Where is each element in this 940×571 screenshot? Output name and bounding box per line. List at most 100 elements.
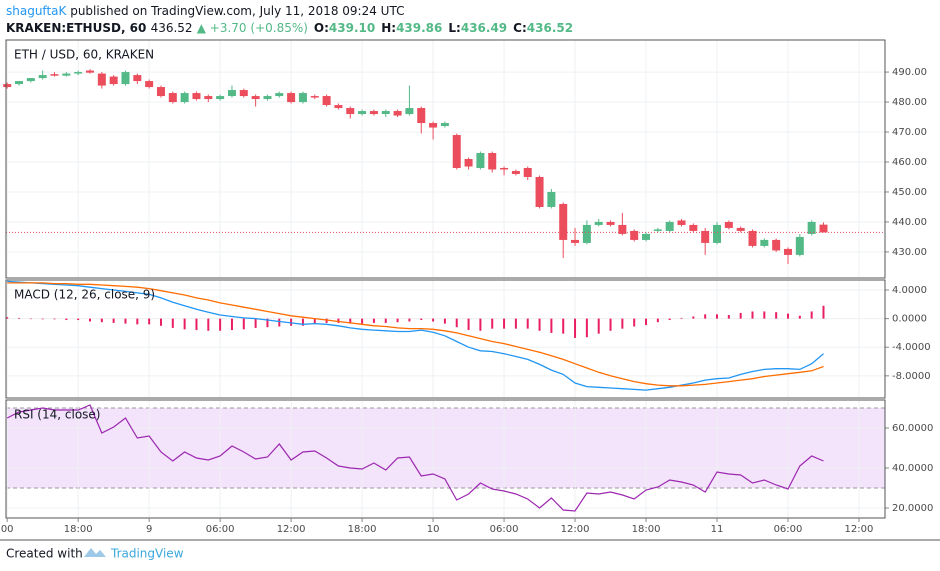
candle-body	[795, 236, 804, 255]
ohlc-value: 439.10	[329, 21, 375, 35]
y-tick-label: 4.0000	[892, 285, 927, 296]
macd-histogram-bar	[171, 318, 174, 328]
macd-histogram-bar	[562, 318, 565, 334]
macd-histogram-bar	[668, 318, 671, 321]
candle-body	[393, 111, 402, 116]
x-tick-label: 18:00	[348, 524, 377, 535]
candle-body	[97, 73, 106, 86]
candle-body	[346, 108, 355, 115]
macd-histogram-bar	[88, 318, 91, 322]
macd-line	[7, 282, 824, 387]
candle-body	[74, 72, 83, 74]
candle-body	[511, 170, 520, 174]
candle-body	[500, 167, 509, 170]
candle-body	[807, 221, 816, 234]
macd-histogram-bar	[692, 316, 695, 319]
macd-histogram-bar	[467, 318, 470, 331]
y-tick-label: 430.00	[892, 247, 927, 258]
candle-body	[783, 248, 792, 255]
candle-body	[748, 230, 757, 246]
y-tick-label: 20.0000	[892, 503, 933, 514]
macd-histogram-bar	[597, 318, 600, 334]
x-tick-label: 12:00	[277, 524, 306, 535]
macd-histogram-bar	[727, 315, 730, 319]
macd-histogram-bar	[266, 318, 269, 328]
macd-histogram-bar	[716, 314, 719, 319]
y-tick-label: 0.0000	[892, 314, 927, 325]
candle-body	[417, 108, 426, 124]
candle-body	[121, 72, 130, 85]
candle-body	[630, 230, 639, 240]
candle-body	[724, 221, 733, 228]
candle-body	[156, 87, 165, 97]
macd-histogram-bar	[550, 318, 553, 333]
macd-histogram-bar	[514, 318, 517, 329]
candle-body	[440, 123, 449, 127]
candle-body	[192, 93, 201, 100]
y-tick-label: 460.00	[892, 157, 927, 168]
pane-frame	[5, 39, 886, 279]
macd-histogram-bar	[242, 318, 245, 330]
candle-body	[50, 74, 59, 76]
macd-histogram-bar	[585, 318, 588, 338]
x-tick-label: 9	[146, 524, 152, 535]
ohlc-value: 436.49	[461, 21, 507, 35]
candle-body	[369, 111, 378, 115]
rsi-band	[6, 408, 885, 488]
macd-histogram-bar	[230, 318, 233, 331]
pane-title: ETH / USD, 60, KRAKEN	[14, 48, 154, 62]
macd-line	[7, 280, 824, 391]
macd-histogram-bar	[455, 318, 458, 328]
macd-histogram-bar	[301, 318, 304, 326]
candle-body	[653, 229, 662, 231]
macd-histogram-bar	[680, 317, 683, 319]
candle-body	[26, 78, 35, 82]
footer-brand[interactable]: TradingView	[110, 547, 184, 561]
candle-body	[523, 167, 532, 177]
footer-text: Created with	[6, 547, 83, 561]
candle-body	[133, 75, 142, 82]
candle-body	[606, 221, 615, 225]
candle-body	[464, 159, 473, 167]
symbol: KRAKEN:ETHUSD, 60	[6, 21, 146, 35]
macd-histogram-bar	[763, 311, 766, 319]
macd-histogram-bar	[53, 318, 56, 320]
macd-histogram-bar	[645, 318, 648, 326]
candle-body	[405, 108, 414, 115]
x-tick-label: 18:00	[632, 524, 661, 535]
x-tick-label: 00	[1, 524, 14, 535]
candle-body	[559, 203, 568, 240]
candle-body	[381, 111, 390, 115]
y-tick-label: 480.00	[892, 97, 927, 108]
macd-histogram-bar	[219, 318, 222, 331]
macd-histogram-bar	[538, 318, 541, 331]
candle-body	[310, 96, 319, 98]
candle-body	[594, 221, 603, 225]
candle-body	[3, 84, 12, 88]
macd-histogram-bar	[420, 318, 423, 321]
macd-histogram-bar	[775, 312, 778, 319]
candle-body	[275, 93, 284, 97]
candle-body	[429, 123, 438, 128]
candle-body	[713, 224, 722, 243]
macd-histogram-bar	[313, 318, 316, 324]
macd-histogram-bar	[621, 318, 624, 329]
macd-histogram-bar	[798, 315, 801, 319]
candle-body	[582, 224, 591, 243]
candle-body	[547, 191, 556, 207]
x-tick-label: 06:00	[490, 524, 519, 535]
macd-histogram-bar	[633, 318, 636, 327]
macd-histogram-bar	[739, 312, 742, 319]
pane-title: RSI (14, close)	[14, 408, 100, 422]
candle-body	[819, 224, 828, 233]
candle-body	[298, 93, 307, 103]
symbol-line: KRAKEN:ETHUSD, 60 436.52 ▲ +3.70 (+0.85%…	[6, 21, 573, 35]
macd-histogram-bar	[337, 318, 340, 323]
author-link[interactable]: shaguftaK	[6, 4, 68, 18]
change: ▲ +3.70 (+0.85%)	[197, 21, 308, 35]
y-tick-label: 490.00	[892, 67, 927, 78]
ohlc-label: L:	[448, 21, 460, 35]
macd-histogram-bar	[443, 318, 446, 324]
macd-histogram-bar	[6, 317, 9, 319]
